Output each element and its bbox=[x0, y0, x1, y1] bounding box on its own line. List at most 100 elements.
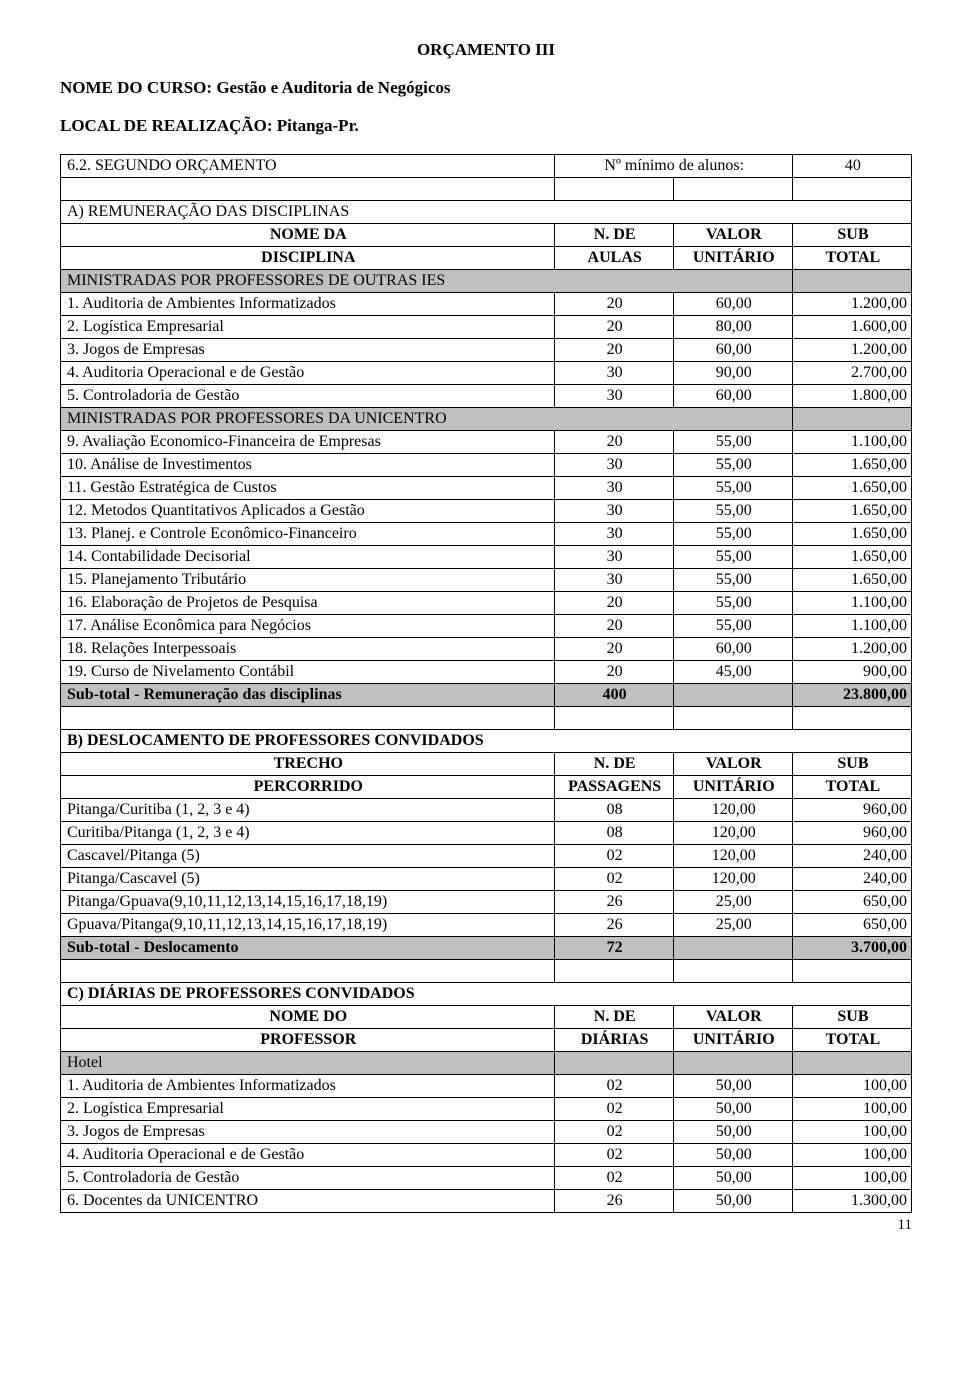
sub1-empty bbox=[792, 270, 911, 293]
trip-name: Pitanga/Cascavel (5) bbox=[61, 868, 555, 891]
table-row: 9. Avaliação Economico-Financeira de Emp… bbox=[61, 431, 912, 454]
blank-cell bbox=[61, 178, 555, 201]
disc-val: 90,00 bbox=[673, 362, 792, 385]
table-row: Gpuava/Pitanga(9,10,11,12,13,14,15,16,17… bbox=[61, 914, 912, 937]
min-students-value: 40 bbox=[792, 155, 911, 178]
trip-sub: 960,00 bbox=[792, 822, 911, 845]
section-c-title-row: C) DIÁRIAS DE PROFESSORES CONVIDADOS bbox=[61, 983, 912, 1006]
disc-val: 55,00 bbox=[673, 546, 792, 569]
table-row: Cascavel/Pitanga (5)02120,00240,00 bbox=[61, 845, 912, 868]
disc-sub: 1.650,00 bbox=[792, 523, 911, 546]
section-a-head-1: NOME DAN. DEVALORSUB bbox=[61, 224, 912, 247]
disc-sub: 1.650,00 bbox=[792, 477, 911, 500]
disc-name: 2. Logística Empresarial bbox=[61, 316, 555, 339]
diaria-sub: 100,00 bbox=[792, 1075, 911, 1098]
disc-sub: 1.650,00 bbox=[792, 454, 911, 477]
blank-cell bbox=[673, 960, 792, 983]
table-row: 5. Controladoria de Gestão0250,00100,00 bbox=[61, 1167, 912, 1190]
disc-sub: 1.200,00 bbox=[792, 638, 911, 661]
section-c-title: C) DIÁRIAS DE PROFESSORES CONVIDADOS bbox=[61, 983, 912, 1006]
disc-sub: 1.650,00 bbox=[792, 546, 911, 569]
disc-sub: 1.100,00 bbox=[792, 592, 911, 615]
diaria-name: 3. Jogos de Empresas bbox=[61, 1121, 555, 1144]
trip-sub: 650,00 bbox=[792, 914, 911, 937]
disc-n: 30 bbox=[554, 454, 673, 477]
blank-cell bbox=[673, 178, 792, 201]
table-row: 5. Controladoria de Gestão3060,001.800,0… bbox=[61, 385, 912, 408]
diaria-n: 02 bbox=[554, 1121, 673, 1144]
trip-name: Pitanga/Curitiba (1, 2, 3 e 4) bbox=[61, 799, 555, 822]
hdr-sub-total-1: SUB bbox=[792, 224, 911, 247]
blank-cell bbox=[792, 707, 911, 730]
section-b-head-2: PERCORRIDOPASSAGENSUNITÁRIOTOTAL bbox=[61, 776, 912, 799]
table-row: 4. Auditoria Operacional e de Gestão0250… bbox=[61, 1144, 912, 1167]
blank-cell bbox=[792, 178, 911, 201]
disc-name: 12. Metodos Quantitativos Aplicados a Ge… bbox=[61, 500, 555, 523]
disc-n: 30 bbox=[554, 362, 673, 385]
c-hdr-2c: UNITÁRIO bbox=[673, 1029, 792, 1052]
b-hdr-1c: VALOR bbox=[673, 753, 792, 776]
table-row: 2. Logística Empresarial0250,00100,00 bbox=[61, 1098, 912, 1121]
disc-name: 10. Análise de Investimentos bbox=[61, 454, 555, 477]
diaria-val: 50,00 bbox=[673, 1167, 792, 1190]
hotel-e1 bbox=[554, 1052, 673, 1075]
disc-val: 80,00 bbox=[673, 316, 792, 339]
subtotal-b-row: Sub-total - Deslocamento723.700,00 bbox=[61, 937, 912, 960]
table-row: 1. Auditoria de Ambientes Informatizados… bbox=[61, 1075, 912, 1098]
b-hdr-2a: PERCORRIDO bbox=[61, 776, 555, 799]
trip-val: 120,00 bbox=[673, 822, 792, 845]
disc-val: 55,00 bbox=[673, 500, 792, 523]
page-number: 11 bbox=[60, 1217, 912, 1234]
trip-n: 02 bbox=[554, 845, 673, 868]
disc-name: 14. Contabilidade Decisorial bbox=[61, 546, 555, 569]
section-a-head-2: DISCIPLINAAULASUNITÁRIOTOTAL bbox=[61, 247, 912, 270]
budget-line-row: 6.2. SEGUNDO ORÇAMENTONº mínimo de aluno… bbox=[61, 155, 912, 178]
table-row: 19. Curso de Nivelamento Contábil2045,00… bbox=[61, 661, 912, 684]
blank-row bbox=[61, 707, 912, 730]
trip-val: 120,00 bbox=[673, 799, 792, 822]
disc-val: 55,00 bbox=[673, 454, 792, 477]
hdr-disciplina-2: DISCIPLINA bbox=[61, 247, 555, 270]
table-row: Curitiba/Pitanga (1, 2, 3 e 4)08120,0096… bbox=[61, 822, 912, 845]
trip-name: Pitanga/Gpuava(9,10,11,12,13,14,15,16,17… bbox=[61, 891, 555, 914]
sub2-title: MINISTRADAS POR PROFESSORES DA UNICENTRO bbox=[61, 408, 793, 431]
disc-sub: 1.100,00 bbox=[792, 431, 911, 454]
diaria-n: 02 bbox=[554, 1144, 673, 1167]
trip-name: Curitiba/Pitanga (1, 2, 3 e 4) bbox=[61, 822, 555, 845]
table-row: 3. Jogos de Empresas0250,00100,00 bbox=[61, 1121, 912, 1144]
sub1-title-row: MINISTRADAS POR PROFESSORES DE OUTRAS IE… bbox=[61, 270, 912, 293]
blank-row bbox=[61, 960, 912, 983]
hotel-e3 bbox=[792, 1052, 911, 1075]
b-hdr-2d: TOTAL bbox=[792, 776, 911, 799]
trip-val: 120,00 bbox=[673, 845, 792, 868]
disc-val: 60,00 bbox=[673, 385, 792, 408]
trip-sub: 240,00 bbox=[792, 868, 911, 891]
disc-val: 60,00 bbox=[673, 339, 792, 362]
disc-name: 17. Análise Econômica para Negócios bbox=[61, 615, 555, 638]
diaria-name: 6. Docentes da UNICENTRO bbox=[61, 1190, 555, 1213]
subtotal-a-row: Sub-total - Remuneração das disciplinas4… bbox=[61, 684, 912, 707]
disc-sub: 1.100,00 bbox=[792, 615, 911, 638]
c-hdr-2b: DIÁRIAS bbox=[554, 1029, 673, 1052]
disc-sub: 1.650,00 bbox=[792, 500, 911, 523]
diaria-sub: 100,00 bbox=[792, 1121, 911, 1144]
diaria-name: 1. Auditoria de Ambientes Informatizados bbox=[61, 1075, 555, 1098]
trip-n: 26 bbox=[554, 891, 673, 914]
course-label: NOME DO CURSO: bbox=[60, 78, 212, 97]
disc-name: 16. Elaboração de Projetos de Pesquisa bbox=[61, 592, 555, 615]
disc-sub: 1.200,00 bbox=[792, 293, 911, 316]
disc-name: 4. Auditoria Operacional e de Gestão bbox=[61, 362, 555, 385]
c-hdr-1b: N. DE bbox=[554, 1006, 673, 1029]
disc-name: 9. Avaliação Economico-Financeira de Emp… bbox=[61, 431, 555, 454]
b-hdr-2b: PASSAGENS bbox=[554, 776, 673, 799]
disc-sub: 1.600,00 bbox=[792, 316, 911, 339]
disc-n: 20 bbox=[554, 293, 673, 316]
disc-n: 30 bbox=[554, 523, 673, 546]
sub1-title: MINISTRADAS POR PROFESSORES DE OUTRAS IE… bbox=[61, 270, 793, 293]
location-line: LOCAL DE REALIZAÇÃO: Pitanga-Pr. bbox=[60, 116, 912, 136]
disc-val: 45,00 bbox=[673, 661, 792, 684]
disc-name: 15. Planejamento Tributário bbox=[61, 569, 555, 592]
c-hdr-1d: SUB bbox=[792, 1006, 911, 1029]
disc-sub: 1.800,00 bbox=[792, 385, 911, 408]
disc-n: 20 bbox=[554, 592, 673, 615]
